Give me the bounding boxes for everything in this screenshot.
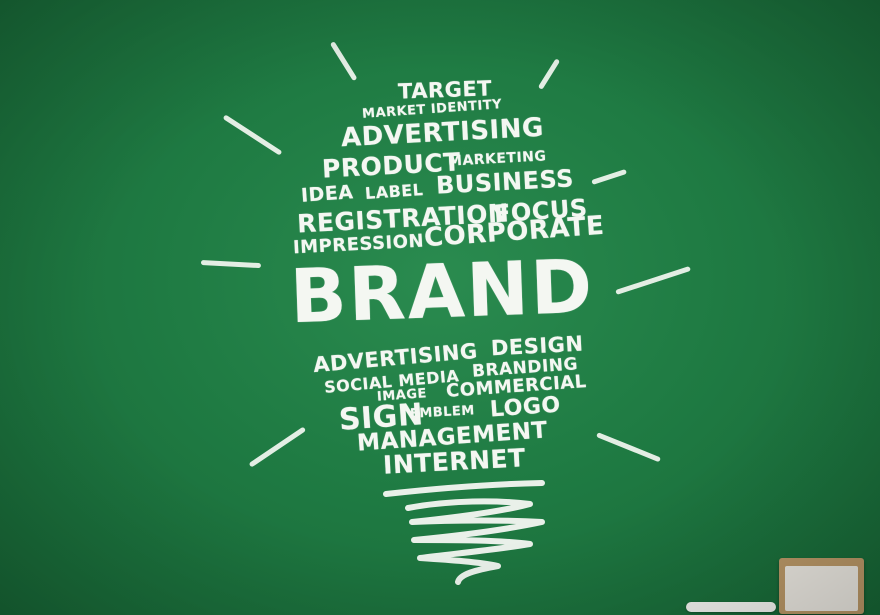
ray-top-right-upper [537,58,561,90]
word-label: LABEL [364,179,424,204]
word-logo: LOGO [489,392,562,423]
word-brand: BRAND [288,243,596,341]
ray-right-upper [591,168,628,185]
word-emblem: EMBLEM [409,403,476,422]
word-internet: INTERNET [382,443,527,480]
bulb-base-swirl [383,480,545,585]
word-idea: IDEA [300,181,355,207]
ray-left-lower [248,426,307,468]
ray-left-middle [200,260,262,269]
ray-right-lower [596,432,661,463]
word-business: BUSINESS [435,164,575,200]
chalk-stick [686,602,776,612]
ray-top-left-upper [329,41,358,82]
chalkboard-eraser [779,558,864,614]
eraser-felt [785,566,858,611]
ray-left-upper [222,114,283,156]
ray-right-middle [615,266,691,295]
